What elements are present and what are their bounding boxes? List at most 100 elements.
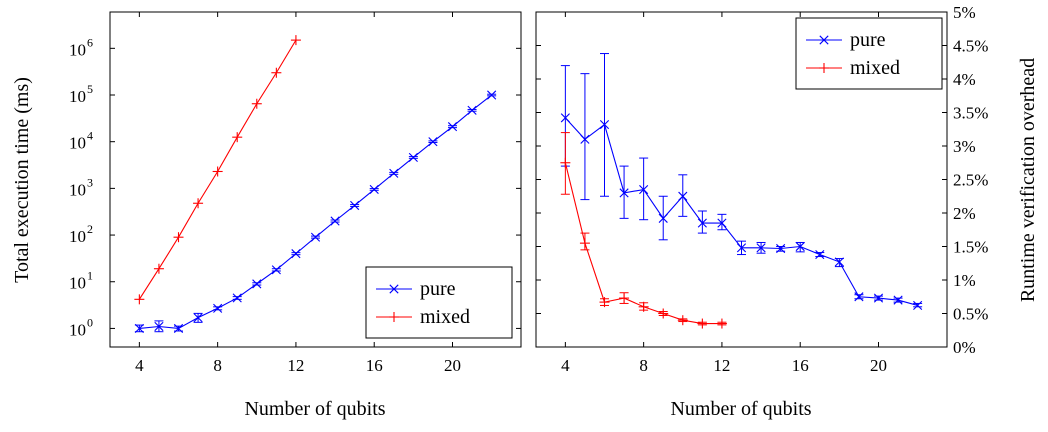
y-tick-label: 4% [953,70,976,89]
plot-frame [109,11,522,348]
error-bar [697,210,707,234]
x-tick-label: 4 [135,356,144,375]
marker-stroke [350,200,360,211]
y-tick-label: 5% [953,3,976,22]
plus-marker [560,157,571,168]
marker-stroke [252,279,262,289]
x-tick-label: 12 [713,356,730,375]
series-mixed [560,132,727,329]
plus-marker [579,238,590,249]
cross-marker [658,213,668,223]
plus-marker [193,198,204,209]
plus-marker [251,98,262,109]
cross-marker [408,152,418,163]
cross-marker [193,313,203,323]
marker-stroke [428,137,438,147]
marker-stroke [756,243,766,253]
x-axis-label: Number of qubits [670,398,811,420]
cross-marker [893,295,903,305]
marker-stroke [697,218,707,228]
cross-marker [350,200,360,211]
cross-marker [756,243,766,253]
y-tick-label: 0% [953,338,976,357]
marker-stroke [369,184,379,195]
plus-marker [658,308,669,319]
cross-marker [776,243,786,254]
y-tick-exponent: 1 [87,269,93,283]
marker-stroke [815,249,825,260]
legend: pure mixed [795,17,943,90]
cross-marker [232,293,242,303]
x-tick-label: 16 [792,356,809,375]
legend-entry-pure: pure [376,278,456,300]
cross-marker [678,191,688,201]
cross-marker [717,218,727,228]
marker-stroke [389,168,399,178]
y-tick-exponent: 3 [87,175,93,189]
y-tick-exponent: 6 [87,35,93,49]
legend-entry-mixed: mixed [376,306,470,328]
cross-marker [389,284,399,294]
y-tick-label: 3% [953,137,976,156]
cross-marker [834,257,844,267]
marker-stroke [795,241,805,252]
cross-marker [697,218,707,228]
marker-stroke [310,232,321,242]
series-mixed [134,35,301,305]
cross-marker [467,105,477,115]
y-tick-label: 3.5% [953,104,988,123]
cross-marker [487,90,497,100]
y-tick-label: 0.5% [953,305,988,324]
marker-stroke [819,35,829,45]
marker-stroke [193,313,203,323]
legend-entry-mixed: mixed [806,57,900,79]
marker-stroke [913,300,923,311]
series-line [564,117,918,306]
marker-stroke [467,105,477,115]
cross-marker [854,292,864,302]
x-tick-label: 20 [444,356,461,375]
y-tick-exponent: 5 [87,82,93,96]
y-tick-label: 10 [69,180,86,199]
marker-stroke [330,216,340,226]
legend-label: mixed [420,306,470,328]
y-tick-label: 2.5% [953,171,988,190]
cross-marker [173,323,184,334]
marker-stroke [389,284,399,294]
error-bar [717,213,727,231]
legend-entry-pure: pure [806,29,886,51]
plus-marker [638,301,649,312]
y-tick-label: 1.5% [953,238,988,257]
y-axis-label: Runtime verification overhead [1017,58,1039,302]
marker-stroke [854,292,864,302]
marker-stroke [736,243,747,253]
y-axis-label: Total execution time (ms) [11,77,33,283]
cross-marker [560,113,570,123]
marker-stroke [447,122,458,132]
execution-time-panel: Total execution time (ms) Number of qubi… [11,11,522,420]
y-tick-label: 10 [69,40,86,59]
marker-stroke [213,303,223,313]
verification-overhead-panel: Runtime verification overhead Number of … [535,3,1039,420]
marker-stroke [678,191,688,201]
marker-stroke [271,265,281,275]
plus-marker [599,297,610,308]
marker-stroke [599,119,610,130]
x-tick-label: 8 [213,356,222,375]
marker-stroke [639,184,649,195]
cross-marker [369,184,379,195]
marker-stroke [893,295,903,305]
plus-marker [212,166,223,177]
cross-marker [213,303,223,313]
plus-marker [619,293,630,304]
marker-stroke [154,321,164,332]
cross-marker [291,249,301,259]
series-pure [560,53,923,311]
cross-marker [310,232,321,242]
legend: pure mixed [365,266,513,339]
legend-label: pure [850,29,886,51]
plus-marker [290,35,301,46]
cross-marker [913,300,923,311]
plus-marker [271,67,282,78]
